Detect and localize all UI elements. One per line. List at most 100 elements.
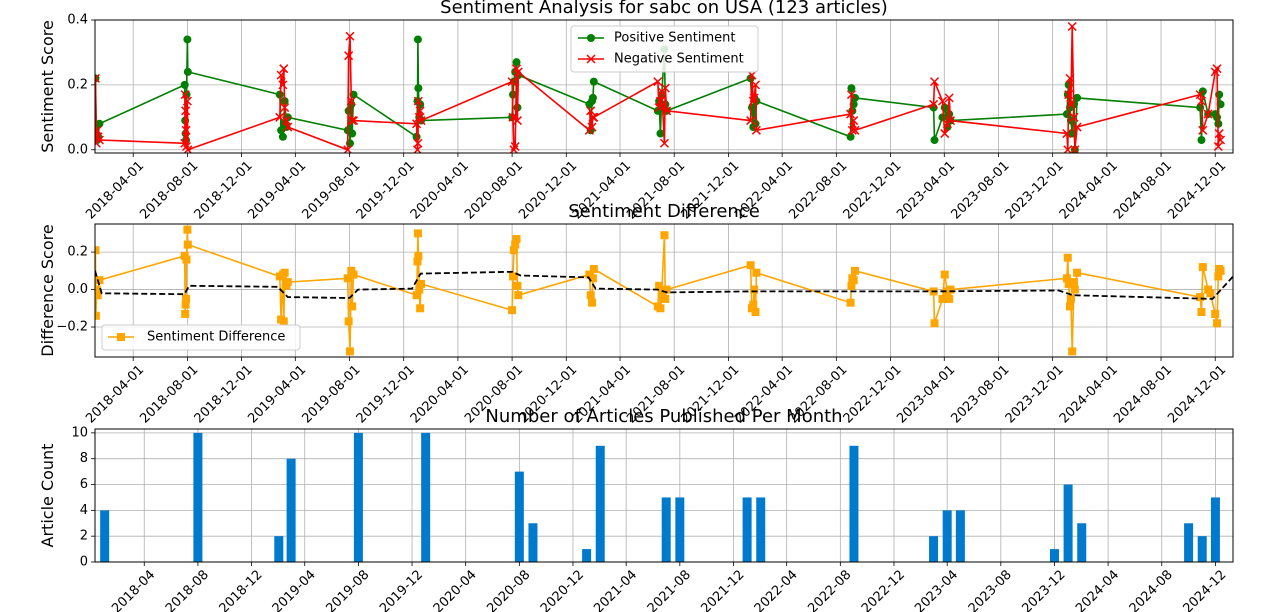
bar (675, 497, 685, 562)
bar (742, 497, 752, 562)
data-point (751, 125, 761, 135)
data-point (417, 279, 426, 288)
data-point (415, 106, 425, 116)
data-point (1062, 274, 1071, 283)
legend-marker (117, 333, 125, 341)
data-point (1216, 135, 1226, 145)
data-point (95, 125, 102, 135)
legend-label: Negative Sentiment (614, 52, 744, 67)
data-point (95, 119, 104, 128)
data-point (347, 116, 357, 126)
panel-1: 2018-04-012018-08-012018-12-012019-04-01… (38, 0, 1234, 222)
data-point (660, 231, 669, 240)
data-point (945, 294, 954, 303)
bar (929, 536, 939, 562)
data-point (343, 274, 352, 283)
data-point (511, 240, 520, 249)
data-point (1215, 90, 1224, 99)
data-point (348, 116, 359, 126)
data-point (1063, 253, 1072, 262)
bar (582, 549, 592, 562)
data-point (937, 96, 948, 106)
data-point (1196, 293, 1205, 302)
data-point (1065, 73, 1075, 83)
data-point (512, 234, 521, 243)
data-point (280, 103, 290, 113)
y-axis-label: Sentiment Score (38, 20, 57, 153)
y-tick-label: 2 (80, 529, 88, 544)
data-point (343, 145, 353, 153)
y-tick-label: 0.0 (67, 142, 88, 157)
data-point (747, 103, 756, 112)
x-tick-label: 2021-04 (591, 567, 640, 612)
chart-title: Number of Articles Published Per Month (485, 406, 842, 427)
data-point (512, 116, 522, 126)
data-point (413, 35, 422, 44)
bar (595, 445, 605, 562)
data-point (95, 291, 102, 300)
x-tick-label: 2024-08 (1127, 567, 1176, 612)
data-point (749, 93, 759, 103)
data-point (656, 304, 665, 313)
data-point (182, 294, 191, 303)
x-tick-label: 2018-08 (163, 567, 212, 612)
data-point (510, 141, 520, 152)
data-point (1069, 278, 1078, 287)
data-point (95, 276, 104, 285)
data-point (655, 96, 665, 106)
data-point (1213, 113, 1222, 122)
data-point (930, 319, 939, 328)
trend-line (95, 270, 1233, 300)
data-point (1073, 268, 1082, 277)
data-point (1069, 112, 1079, 122)
y-tick-label: 10 (71, 425, 88, 440)
data-point (653, 77, 663, 87)
data-point (1212, 64, 1222, 74)
plot-area (100, 432, 1220, 562)
x-tick-label: 2022-04 (752, 567, 801, 612)
y-tick-label: 0.2 (67, 245, 88, 260)
data-point (1213, 141, 1223, 152)
data-point (746, 116, 756, 126)
data-point (1068, 347, 1077, 356)
x-tick-label: 2022-12 (859, 567, 908, 612)
data-point (513, 281, 522, 290)
x-tick-label: 2024-04 (1073, 567, 1122, 612)
data-point (847, 84, 856, 93)
data-point (846, 109, 856, 119)
data-point (344, 317, 353, 326)
data-point (413, 96, 423, 106)
data-point (181, 309, 190, 318)
data-point (850, 266, 859, 275)
bar (514, 471, 524, 562)
data-point (509, 246, 518, 255)
data-point (945, 116, 956, 126)
x-tick-label: 2024-12-01 (1165, 158, 1229, 222)
data-point (847, 125, 857, 135)
bar (1063, 484, 1073, 562)
data-point (588, 274, 597, 283)
data-point (283, 278, 292, 287)
bar (353, 432, 363, 562)
x-tick-label: 2024-12-01 (1165, 362, 1229, 426)
data-point (344, 51, 354, 61)
data-point (847, 281, 856, 290)
data-point (279, 64, 289, 74)
data-point (1066, 99, 1076, 109)
data-point (929, 99, 939, 109)
data-point (1063, 145, 1073, 153)
data-point (1066, 294, 1075, 303)
data-point (95, 135, 104, 145)
data-point (414, 251, 423, 260)
bar (100, 510, 110, 562)
data-point (940, 129, 950, 139)
data-point (656, 129, 665, 138)
data-point (944, 93, 954, 103)
data-point (1064, 90, 1074, 100)
data-point (1198, 263, 1207, 272)
data-point (415, 285, 424, 294)
axes-frame (94, 19, 1234, 154)
bar (756, 497, 766, 562)
data-point (276, 70, 286, 80)
